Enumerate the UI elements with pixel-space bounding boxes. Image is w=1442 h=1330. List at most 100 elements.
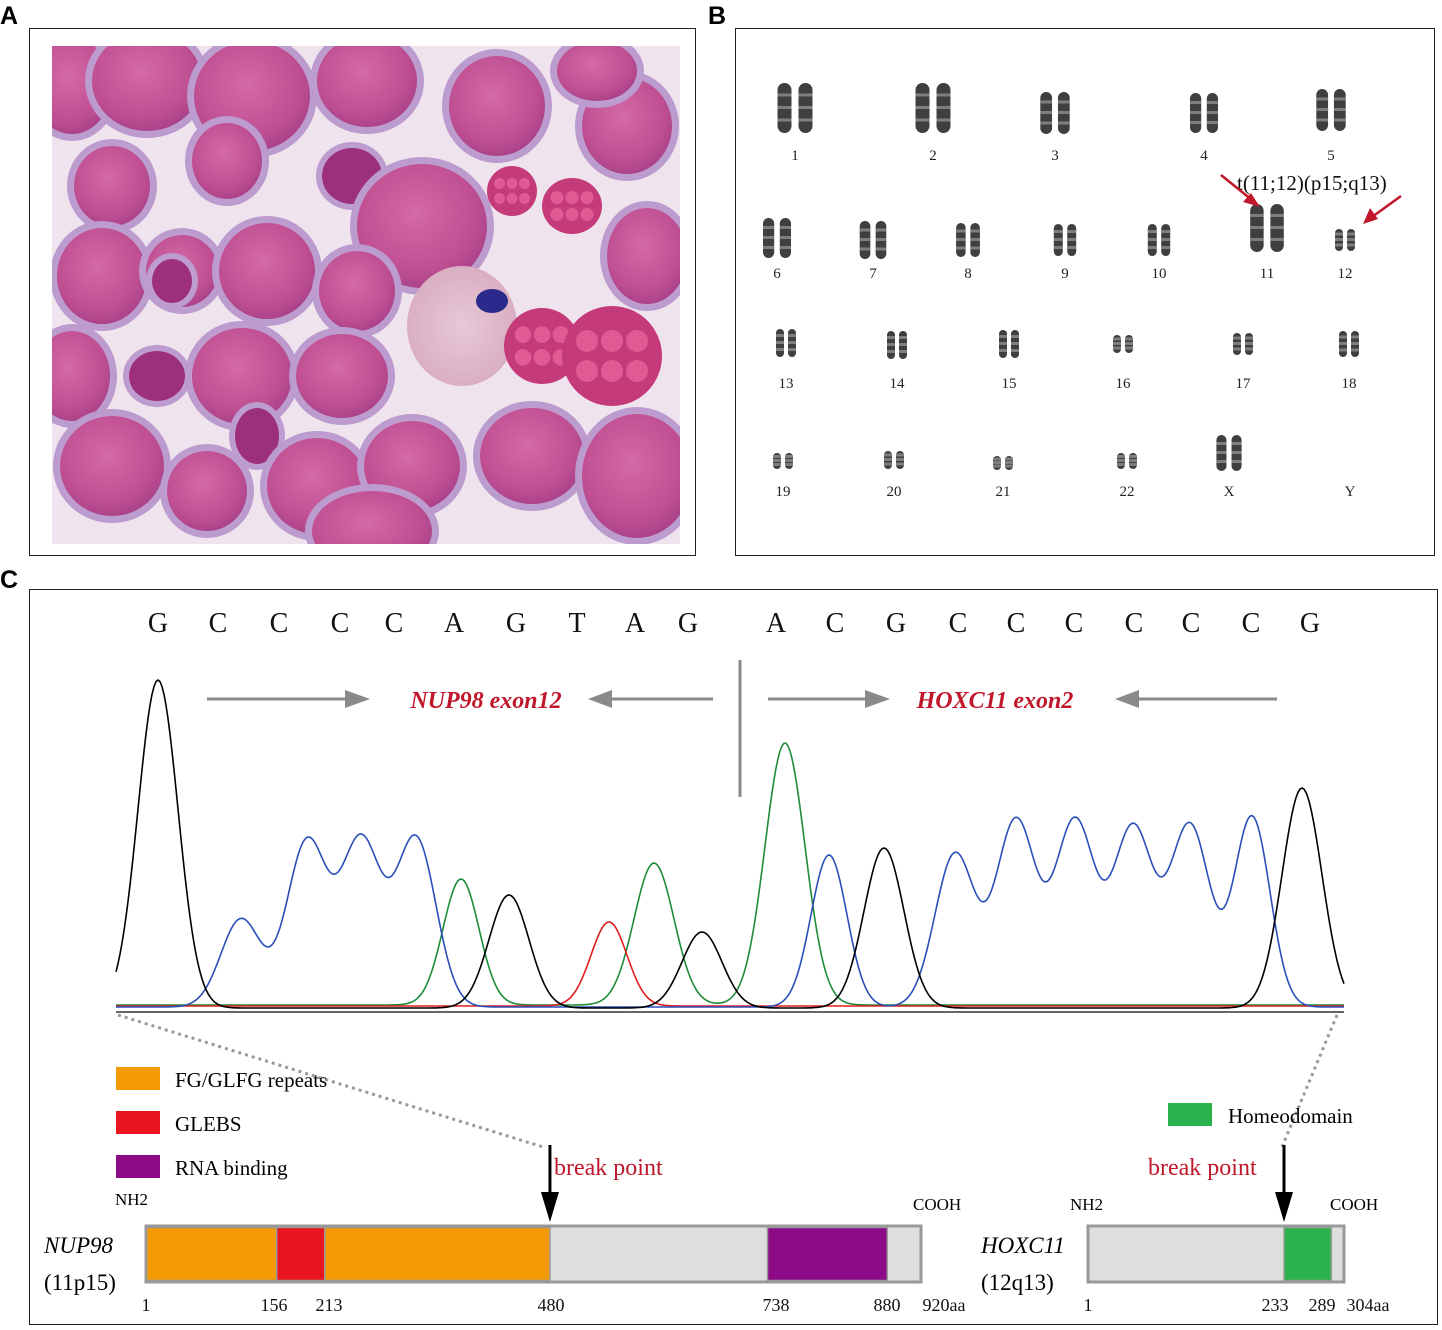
hoxc11-exon-label: HOXC11 exon2 [916, 688, 1074, 714]
base-letter: C [1007, 608, 1026, 639]
nup98-cooh-label: COOH [913, 1195, 961, 1214]
smear-cell-nucleus [152, 259, 192, 303]
blood-smear-image [52, 46, 680, 544]
chromosome-label-17: 17 [1236, 376, 1252, 392]
base-letter: C [1065, 608, 1084, 639]
chromosome-label-x: X [1224, 484, 1235, 500]
nup98-protein: NH2 COOH NUP98 (11p15) 1 156 213 480 738 880 9… [43, 1145, 965, 1315]
base-letter: C [385, 608, 404, 639]
legend-swatch-homeodomain [1168, 1103, 1212, 1126]
chromosome-label-7: 7 [869, 266, 877, 282]
legend-label-rna-binding: RNA binding [175, 1156, 288, 1180]
hoxc11-domain [1283, 1226, 1333, 1282]
smear-cell-nucleus [357, 164, 487, 288]
chromosome-pair-12 [1335, 229, 1355, 251]
nup98-break-arrow [540, 1145, 559, 1222]
chromosome-pair-18 [1339, 331, 1359, 357]
chromosome-pair-20 [884, 451, 904, 469]
translocation-annotation: t(11;12)(p15;q13) [1237, 171, 1387, 195]
smear-cell-nucleus [219, 223, 315, 319]
chromosome-label-20: 20 [887, 484, 902, 500]
smear-granule [514, 326, 532, 343]
base-letter: A [625, 608, 646, 639]
smear-cell-nucleus [557, 46, 637, 101]
base-letter: G [678, 608, 698, 639]
hoxc11-exon-arrows [768, 690, 1277, 708]
smear-cell [487, 166, 537, 216]
panel-letter-c: C [0, 566, 19, 594]
smear-granule [506, 193, 518, 204]
legend: FG/GLFG repeats GLEBS RNA binding Homeod… [116, 1067, 1353, 1180]
base-letter: A [766, 608, 787, 639]
legend-swatch-glebs [116, 1111, 160, 1134]
chromosome-label-21: 21 [996, 484, 1011, 500]
nup98-gene-name: NUP98 [43, 1233, 114, 1258]
nup98-locus: (11p15) [44, 1270, 116, 1295]
chromosome-pair-10 [1147, 224, 1171, 256]
nup98-domain [766, 1226, 889, 1282]
smear-cell-nucleus [167, 451, 247, 531]
smear-granule [506, 178, 518, 189]
nup98-break-label: break point [554, 1155, 663, 1181]
panel-c-figure: G C C C C A G T A G A C G C C C C C C G NUP98 exon12 HOXC11… [43, 608, 1389, 1315]
smear-granule [580, 191, 594, 205]
legend-swatch-fg-repeats [116, 1067, 160, 1090]
trace-t [116, 921, 1344, 1007]
smear-granule [580, 207, 594, 221]
chromosome-label-4: 4 [1200, 148, 1208, 164]
nup98-domain [324, 1226, 551, 1282]
chromosome-label-13: 13 [779, 376, 794, 392]
smear-granule [576, 360, 598, 382]
nup98-domain [145, 1226, 278, 1282]
smear-cell [407, 266, 517, 386]
smear-granule [533, 349, 551, 366]
nup98-exon-arrows [207, 690, 713, 708]
smear-granule [601, 360, 623, 382]
smear-granule [494, 193, 505, 204]
base-letter: C [209, 608, 228, 639]
chromosome-pair-19 [773, 453, 793, 469]
chromosome-label-14: 14 [890, 376, 906, 392]
chromosome-label-10: 10 [1152, 266, 1167, 282]
legend-label-fg-repeats: FG/GLFG repeats [175, 1068, 327, 1092]
hoxc11-locus: (12q13) [981, 1270, 1054, 1295]
base-letter: G [886, 608, 906, 639]
nup98-tick-label: 213 [316, 1295, 343, 1315]
base-letter: C [1182, 608, 1201, 639]
chromosome-label-11: 11 [1260, 266, 1274, 282]
trace-g [115, 678, 1345, 1009]
chromosome-pair-15 [999, 330, 1019, 358]
smear-granule [519, 178, 530, 189]
base-letter: G [506, 608, 526, 639]
hoxc11-break-arrow [1275, 1145, 1294, 1222]
smear-granule [565, 207, 579, 221]
chromosome-label-y: Y [1345, 484, 1356, 500]
nup98-tick-label: 1 [142, 1295, 151, 1315]
chromosome-label-18: 18 [1342, 376, 1357, 392]
chromosome-label-8: 8 [964, 266, 972, 282]
base-letter: G [148, 608, 168, 639]
base-letter: G [1300, 608, 1320, 639]
smear-granule [565, 191, 579, 205]
nup98-tick-label: 880 [874, 1295, 901, 1315]
panel-a-frame [29, 28, 696, 556]
chromosome-label-3: 3 [1051, 148, 1059, 164]
base-letter: T [568, 608, 585, 639]
smear-cell-nucleus [317, 46, 417, 127]
chromosome-label-2: 2 [929, 148, 937, 164]
base-letter: C [1125, 608, 1144, 639]
nup98-tick-label: 920aa [923, 1295, 966, 1315]
base-letter: C [1242, 608, 1261, 639]
smear-cell-nucleus [607, 208, 680, 304]
hoxc11-gene-name: HOXC11 [980, 1233, 1065, 1258]
chromosome-pair-11 [1250, 204, 1284, 252]
chromosome-label-16: 16 [1116, 376, 1132, 392]
smear-cell-nucleus [129, 351, 185, 401]
chromosome-label-6: 6 [773, 266, 781, 282]
panel-letter-a: A [0, 2, 19, 30]
smear-cell-nucleus [319, 251, 395, 331]
smear-cell-nucleus [582, 414, 680, 538]
smear-granule [626, 360, 648, 382]
smear-granule [550, 191, 564, 205]
